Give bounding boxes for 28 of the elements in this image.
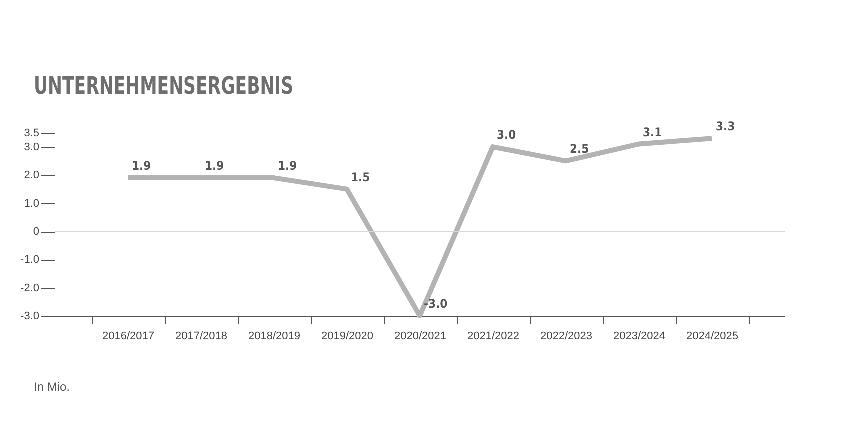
y-tick-label: 2.0 (24, 170, 40, 182)
text: 3.3 (716, 120, 736, 134)
text: 1.5 (351, 170, 370, 184)
text: -3.0 (424, 297, 448, 311)
x-tick-label: 2020/2021 (394, 330, 446, 342)
chart-title: UNTERNEHMENSERGEBNIS (34, 72, 294, 100)
x-tick-label: 2019/2020 (322, 330, 374, 342)
text: 3.1 (643, 125, 662, 140)
y-tick-label: -3.0 (20, 310, 40, 322)
x-tick-label: 2021/2022 (468, 330, 520, 342)
y-tick-label: 3.0 (24, 142, 40, 154)
y-tick-label: 3.5 (24, 128, 40, 140)
x-tick-label: 2022/2023 (540, 330, 592, 342)
x-tick-label: 2018/2019 (248, 330, 300, 342)
text: 1.9 (278, 159, 298, 174)
y-tick-label: -1.0 (20, 254, 40, 266)
y-tick-label: 0 (33, 226, 40, 238)
text: In Mio. (34, 380, 70, 394)
x-tick-label: 2016/2017 (102, 330, 154, 342)
text: 2.5 (570, 142, 590, 156)
text: 1.9 (132, 159, 152, 174)
x-tick-label: 2017/2018 (176, 330, 228, 342)
text: 3.0 (497, 128, 516, 142)
text: 1.9 (205, 159, 224, 174)
y-tick-label: 1.0 (24, 198, 40, 210)
y-tick-label: -2.0 (20, 282, 40, 294)
x-tick-label: 2023/2024 (614, 330, 666, 342)
x-tick-label: 2024/2025 (686, 330, 738, 342)
